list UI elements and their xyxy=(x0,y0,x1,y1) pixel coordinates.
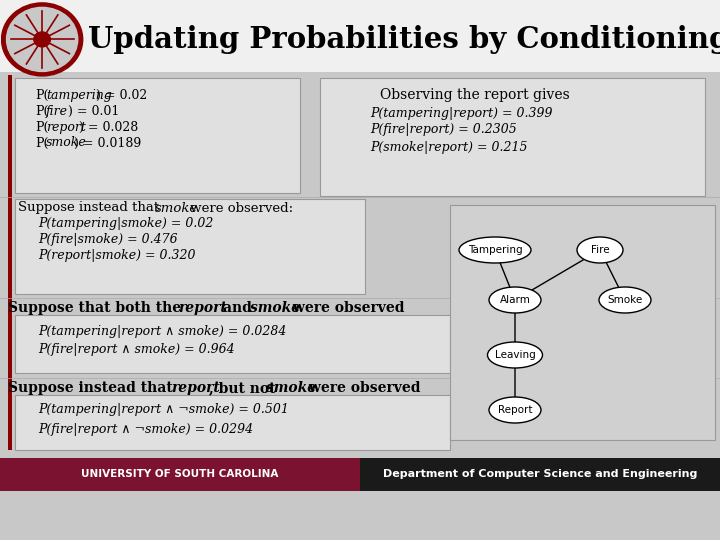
Ellipse shape xyxy=(459,237,531,263)
Text: Smoke: Smoke xyxy=(608,295,643,305)
Text: were observed:: were observed: xyxy=(186,201,293,214)
Text: P(: P( xyxy=(35,105,48,118)
Ellipse shape xyxy=(489,397,541,423)
Text: P(fire|report ∧ ¬smoke) = 0.0294: P(fire|report ∧ ¬smoke) = 0.0294 xyxy=(38,422,253,435)
Text: P(report|smoke) = 0.320: P(report|smoke) = 0.320 xyxy=(38,249,196,262)
Text: report: report xyxy=(171,381,220,395)
Text: smoke: smoke xyxy=(155,201,198,214)
Text: Alarm: Alarm xyxy=(500,295,531,305)
Text: P(: P( xyxy=(35,137,48,150)
Text: P(: P( xyxy=(35,89,48,102)
FancyBboxPatch shape xyxy=(450,205,715,440)
Circle shape xyxy=(1,3,83,76)
FancyBboxPatch shape xyxy=(360,458,720,491)
FancyBboxPatch shape xyxy=(0,458,360,491)
Text: Tampering: Tampering xyxy=(468,245,522,255)
Text: smoke: smoke xyxy=(46,137,86,150)
Text: smoke: smoke xyxy=(250,301,300,315)
Text: and: and xyxy=(218,301,257,315)
Circle shape xyxy=(6,8,78,71)
Text: P(tampering|report) = 0.399: P(tampering|report) = 0.399 xyxy=(370,106,552,119)
FancyBboxPatch shape xyxy=(0,0,720,72)
Text: report: report xyxy=(46,120,86,133)
Text: were observed: were observed xyxy=(288,301,405,315)
Text: Observing the report gives: Observing the report gives xyxy=(380,88,570,102)
Text: ) = 0.02: ) = 0.02 xyxy=(96,89,147,102)
Text: Report: Report xyxy=(498,405,532,415)
FancyBboxPatch shape xyxy=(15,395,450,450)
Text: P(smoke|report) = 0.215: P(smoke|report) = 0.215 xyxy=(370,140,528,153)
Text: P(tampering|smoke) = 0.02: P(tampering|smoke) = 0.02 xyxy=(38,218,213,231)
Text: Leaving: Leaving xyxy=(495,350,536,360)
Text: P(fire|smoke) = 0.476: P(fire|smoke) = 0.476 xyxy=(38,233,178,246)
Text: , but not: , but not xyxy=(209,381,280,395)
Text: report: report xyxy=(178,301,227,315)
FancyBboxPatch shape xyxy=(15,199,365,294)
Circle shape xyxy=(34,32,50,47)
Text: P(fire|report) = 0.2305: P(fire|report) = 0.2305 xyxy=(370,124,517,137)
Text: P(fire|report ∧ smoke) = 0.964: P(fire|report ∧ smoke) = 0.964 xyxy=(38,343,235,356)
Text: were observed: were observed xyxy=(304,381,420,395)
Text: Suppose instead that: Suppose instead that xyxy=(8,381,178,395)
Text: smoke: smoke xyxy=(266,381,316,395)
Text: tampering: tampering xyxy=(46,89,112,102)
Ellipse shape xyxy=(599,287,651,313)
FancyBboxPatch shape xyxy=(15,315,450,373)
Ellipse shape xyxy=(489,287,541,313)
Ellipse shape xyxy=(577,237,623,263)
FancyBboxPatch shape xyxy=(8,75,12,450)
Text: Suppose instead that: Suppose instead that xyxy=(18,201,163,214)
Text: P(tampering|report ∧ ¬smoke) = 0.501: P(tampering|report ∧ ¬smoke) = 0.501 xyxy=(38,403,289,416)
FancyBboxPatch shape xyxy=(320,78,705,196)
Ellipse shape xyxy=(487,342,542,368)
Text: Suppose that both the: Suppose that both the xyxy=(8,301,186,315)
Text: Fire: Fire xyxy=(590,245,609,255)
Text: ) = 0.0189: ) = 0.0189 xyxy=(73,137,140,150)
Text: P(: P( xyxy=(35,120,48,133)
Text: ) = 0.01: ) = 0.01 xyxy=(68,105,120,118)
Text: P(tampering|report ∧ smoke) = 0.0284: P(tampering|report ∧ smoke) = 0.0284 xyxy=(38,325,287,338)
Text: UNIVERSITY OF SOUTH CAROLINA: UNIVERSITY OF SOUTH CAROLINA xyxy=(81,469,279,479)
Text: fire: fire xyxy=(46,105,68,118)
Text: Updating Probabilities by Conditioning: Updating Probabilities by Conditioning xyxy=(88,25,720,55)
FancyBboxPatch shape xyxy=(15,78,300,193)
Text: Department of Computer Science and Engineering: Department of Computer Science and Engin… xyxy=(383,469,697,479)
Text: ) = 0.028: ) = 0.028 xyxy=(79,120,138,133)
